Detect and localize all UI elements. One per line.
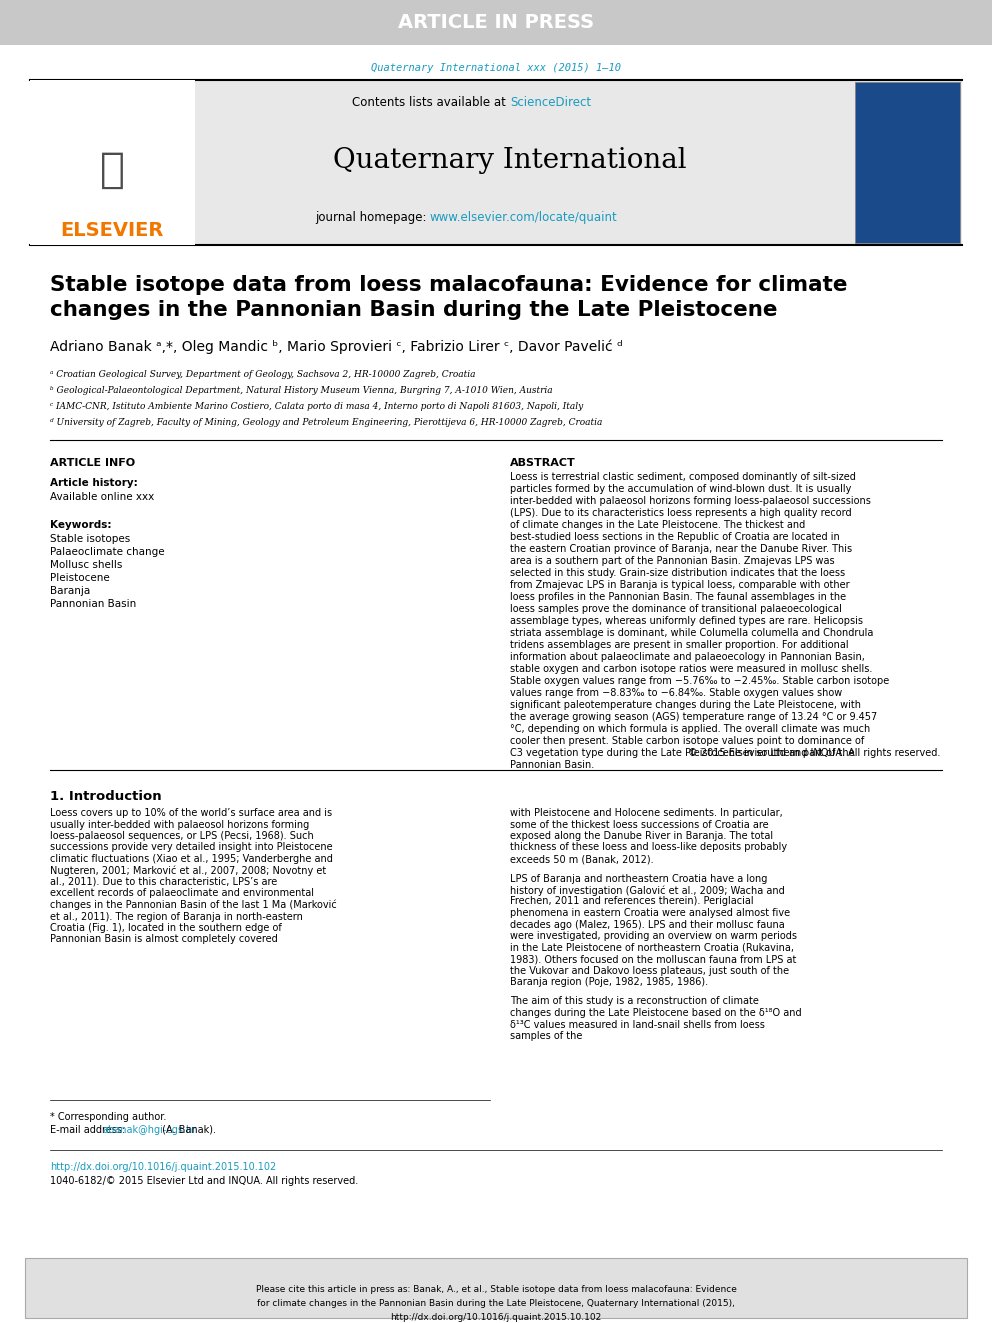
Text: usually inter-bedded with palaeosol horizons forming: usually inter-bedded with palaeosol hori…: [50, 819, 310, 830]
Text: Contents lists available at: Contents lists available at: [352, 97, 510, 110]
FancyBboxPatch shape: [30, 79, 195, 245]
Text: 🌿: 🌿: [99, 149, 125, 191]
Text: ᵇ Geological-Palaeontological Department, Natural History Museum Vienna, Burgrin: ᵇ Geological-Palaeontological Department…: [50, 386, 553, 396]
Text: http://dx.doi.org/10.1016/j.quaint.2015.10.102: http://dx.doi.org/10.1016/j.quaint.2015.…: [391, 1312, 601, 1322]
Text: abanak@hgi-cgs.hr: abanak@hgi-cgs.hr: [103, 1125, 197, 1135]
Text: significant paleotemperature changes during the Late Pleistocene, with: significant paleotemperature changes dur…: [510, 700, 861, 710]
Text: Stable isotope data from loess malacofauna: Evidence for climate: Stable isotope data from loess malacofau…: [50, 275, 847, 295]
Text: ScienceDirect: ScienceDirect: [510, 97, 591, 110]
Text: © 2015 Elsevier Ltd and INQUA. All rights reserved.: © 2015 Elsevier Ltd and INQUA. All right…: [687, 747, 940, 758]
Text: 1. Introduction: 1. Introduction: [50, 790, 162, 803]
Text: thickness of these loess and loess-like deposits probably: thickness of these loess and loess-like …: [510, 843, 787, 852]
Text: Stable oxygen values range from −5.76‰ to −2.45‰. Stable carbon isotope: Stable oxygen values range from −5.76‰ t…: [510, 676, 889, 687]
Text: changes in the Pannonian Basin during the Late Pleistocene: changes in the Pannonian Basin during th…: [50, 300, 778, 320]
Text: Quaternary International xxx (2015) 1–10: Quaternary International xxx (2015) 1–10: [371, 64, 621, 73]
Text: loess-palaeosol sequences, or LPS (Pecsi, 1968). Such: loess-palaeosol sequences, or LPS (Pecsi…: [50, 831, 313, 841]
Text: loess profiles in the Pannonian Basin. The faunal assemblages in the: loess profiles in the Pannonian Basin. T…: [510, 591, 846, 602]
Text: samples of the: samples of the: [510, 1031, 582, 1041]
Text: the eastern Croatian province of Baranja, near the Danube River. This: the eastern Croatian province of Baranja…: [510, 544, 852, 554]
Text: striata assemblage is dominant, while Columella columella and Chondrula: striata assemblage is dominant, while Co…: [510, 628, 873, 638]
Text: Pannonian Basin is almost completely covered: Pannonian Basin is almost completely cov…: [50, 934, 278, 945]
Text: ᶜ IAMC-CNR, Istituto Ambiente Marino Costiero, Calata porto di masa 4, Interno p: ᶜ IAMC-CNR, Istituto Ambiente Marino Cos…: [50, 402, 583, 411]
Text: ELSEVIER: ELSEVIER: [61, 221, 164, 239]
Text: Stable isotopes: Stable isotopes: [50, 534, 130, 544]
FancyBboxPatch shape: [30, 79, 962, 245]
FancyBboxPatch shape: [855, 82, 960, 243]
Text: values range from −8.83‰ to −6.84‰. Stable oxygen values show: values range from −8.83‰ to −6.84‰. Stab…: [510, 688, 842, 699]
Text: Please cite this article in press as: Banak, A., et al., Stable isotope data fro: Please cite this article in press as: Ba…: [256, 1285, 736, 1294]
Text: Mollusc shells: Mollusc shells: [50, 560, 122, 570]
Text: (LPS). Due to its characteristics loess represents a high quality record: (LPS). Due to its characteristics loess …: [510, 508, 851, 519]
Text: the Vukovar and Dakovo loess plateaus, just south of the: the Vukovar and Dakovo loess plateaus, j…: [510, 966, 789, 975]
Text: best-studied loess sections in the Republic of Croatia are located in: best-studied loess sections in the Repub…: [510, 532, 840, 542]
Text: cooler then present. Stable carbon isotope values point to dominance of: cooler then present. Stable carbon isoto…: [510, 736, 864, 746]
Text: Adriano Banak ᵃ,*, Oleg Mandic ᵇ, Mario Sprovieri ᶜ, Fabrizio Lirer ᶜ, Davor Pav: Adriano Banak ᵃ,*, Oleg Mandic ᵇ, Mario …: [50, 340, 623, 355]
Text: selected in this study. Grain-size distribution indicates that the loess: selected in this study. Grain-size distr…: [510, 568, 845, 578]
Text: decades ago (Malez, 1965). LPS and their mollusc fauna: decades ago (Malez, 1965). LPS and their…: [510, 919, 785, 930]
Text: Available online xxx: Available online xxx: [50, 492, 154, 501]
Text: loess samples prove the dominance of transitional palaeoecological: loess samples prove the dominance of tra…: [510, 605, 842, 614]
Text: area is a southern part of the Pannonian Basin. Zmajevas LPS was: area is a southern part of the Pannonian…: [510, 556, 834, 566]
Text: from Zmajevac LPS in Baranja is typical loess, comparable with other: from Zmajevac LPS in Baranja is typical …: [510, 579, 849, 590]
Text: LPS of Baranja and northeastern Croatia have a long: LPS of Baranja and northeastern Croatia …: [510, 873, 768, 884]
Text: changes during the Late Pleistocene based on the δ¹⁸O and: changes during the Late Pleistocene base…: [510, 1008, 802, 1017]
Text: information about palaeoclimate and palaeoecology in Pannonian Basin,: information about palaeoclimate and pala…: [510, 652, 865, 662]
Text: ᵃ Croatian Geological Survey, Department of Geology, Sachsova 2, HR-10000 Zagreb: ᵃ Croatian Geological Survey, Department…: [50, 370, 475, 378]
Text: ARTICLE INFO: ARTICLE INFO: [50, 458, 135, 468]
Text: Baranja region (Poje, 1982, 1985, 1986).: Baranja region (Poje, 1982, 1985, 1986).: [510, 976, 708, 987]
Text: inter-bedded with palaeosol horizons forming loess-palaeosol successions: inter-bedded with palaeosol horizons for…: [510, 496, 871, 505]
Text: ᵈ University of Zagreb, Faculty of Mining, Geology and Petroleum Engineering, Pi: ᵈ University of Zagreb, Faculty of Minin…: [50, 418, 602, 427]
Text: * Corresponding author.: * Corresponding author.: [50, 1113, 167, 1122]
Text: 1040-6182/© 2015 Elsevier Ltd and INQUA. All rights reserved.: 1040-6182/© 2015 Elsevier Ltd and INQUA.…: [50, 1176, 358, 1185]
Text: Quaternary International: Quaternary International: [333, 147, 686, 173]
Text: climatic fluctuations (Xiao et al., 1995; Vanderberghe and: climatic fluctuations (Xiao et al., 1995…: [50, 855, 333, 864]
Text: The aim of this study is a reconstruction of climate: The aim of this study is a reconstructio…: [510, 996, 759, 1007]
Text: of climate changes in the Late Pleistocene. The thickest and: of climate changes in the Late Pleistoce…: [510, 520, 806, 531]
Text: excellent records of palaeoclimate and environmental: excellent records of palaeoclimate and e…: [50, 889, 314, 898]
Text: successions provide very detailed insight into Pleistocene: successions provide very detailed insigh…: [50, 843, 332, 852]
Text: http://dx.doi.org/10.1016/j.quaint.2015.10.102: http://dx.doi.org/10.1016/j.quaint.2015.…: [50, 1162, 276, 1172]
Text: phenomena in eastern Croatia were analysed almost five: phenomena in eastern Croatia were analys…: [510, 908, 790, 918]
Text: Nugteren, 2001; Marković et al., 2007, 2008; Novotny et: Nugteren, 2001; Marković et al., 2007, 2…: [50, 865, 326, 876]
Text: stable oxygen and carbon isotope ratios were measured in mollusc shells.: stable oxygen and carbon isotope ratios …: [510, 664, 872, 673]
Text: for climate changes in the Pannonian Basin during the Late Pleistocene, Quaterna: for climate changes in the Pannonian Bas…: [257, 1299, 735, 1308]
Text: particles formed by the accumulation of wind-blown dust. It is usually: particles formed by the accumulation of …: [510, 484, 851, 493]
Text: Frechen, 2011 and references therein). Periglacial: Frechen, 2011 and references therein). P…: [510, 897, 754, 906]
Text: some of the thickest loess successions of Croatia are: some of the thickest loess successions o…: [510, 819, 769, 830]
Text: exposed along the Danube River in Baranja. The total: exposed along the Danube River in Baranj…: [510, 831, 773, 841]
Text: (A. Banak).: (A. Banak).: [159, 1125, 216, 1135]
Text: ARTICLE IN PRESS: ARTICLE IN PRESS: [398, 12, 594, 32]
FancyBboxPatch shape: [0, 0, 992, 45]
Text: Croatia (Fig. 1), located in the southern edge of: Croatia (Fig. 1), located in the souther…: [50, 923, 282, 933]
Text: et al., 2011). The region of Baranja in north-eastern: et al., 2011). The region of Baranja in …: [50, 912, 303, 922]
Text: 1983). Others focused on the molluscan fauna from LPS at: 1983). Others focused on the molluscan f…: [510, 954, 797, 964]
Text: Pannonian Basin: Pannonian Basin: [50, 599, 136, 609]
Text: Pannonian Basin.: Pannonian Basin.: [510, 759, 594, 770]
Text: Article history:: Article history:: [50, 478, 138, 488]
Text: www.elsevier.com/locate/quaint: www.elsevier.com/locate/quaint: [430, 212, 618, 225]
Text: Baranja: Baranja: [50, 586, 90, 595]
Text: δ¹³C values measured in land-snail shells from loess: δ¹³C values measured in land-snail shell…: [510, 1020, 765, 1029]
Text: were investigated, providing an overview on warm periods: were investigated, providing an overview…: [510, 931, 797, 941]
Text: journal homepage:: journal homepage:: [314, 212, 430, 225]
Text: °C, depending on which formula is applied. The overall climate was much: °C, depending on which formula is applie…: [510, 724, 870, 734]
Text: with Pleistocene and Holocene sediments. In particular,: with Pleistocene and Holocene sediments.…: [510, 808, 783, 818]
Text: in the Late Pleistocene of northeastern Croatia (Rukavina,: in the Late Pleistocene of northeastern …: [510, 942, 794, 953]
Text: assemblage types, whereas uniformly defined types are rare. Helicopsis: assemblage types, whereas uniformly defi…: [510, 617, 863, 626]
Text: Loess is terrestrial clastic sediment, composed dominantly of silt-sized: Loess is terrestrial clastic sediment, c…: [510, 472, 856, 482]
Text: exceeds 50 m (Banak, 2012).: exceeds 50 m (Banak, 2012).: [510, 855, 654, 864]
Text: the average growing season (AGS) temperature range of 13.24 °C or 9.457: the average growing season (AGS) tempera…: [510, 712, 877, 722]
FancyBboxPatch shape: [25, 1258, 967, 1318]
Text: Palaeoclimate change: Palaeoclimate change: [50, 546, 165, 557]
Text: changes in the Pannonian Basin of the last 1 Ma (Marković: changes in the Pannonian Basin of the la…: [50, 900, 336, 910]
Text: Pleistocene: Pleistocene: [50, 573, 110, 583]
Text: C3 vegetation type during the Late Pleistocene in southern part of the: C3 vegetation type during the Late Pleis…: [510, 747, 855, 758]
Text: Keywords:: Keywords:: [50, 520, 111, 531]
Text: E-mail address:: E-mail address:: [50, 1125, 128, 1135]
Text: Loess covers up to 10% of the world’s surface area and is: Loess covers up to 10% of the world’s su…: [50, 808, 332, 818]
Text: ABSTRACT: ABSTRACT: [510, 458, 575, 468]
Text: history of investigation (Galović et al., 2009; Wacha and: history of investigation (Galović et al.…: [510, 885, 785, 896]
Text: al., 2011). Due to this characteristic, LPS’s are: al., 2011). Due to this characteristic, …: [50, 877, 277, 886]
Text: tridens assemblages are present in smaller proportion. For additional: tridens assemblages are present in small…: [510, 640, 848, 650]
